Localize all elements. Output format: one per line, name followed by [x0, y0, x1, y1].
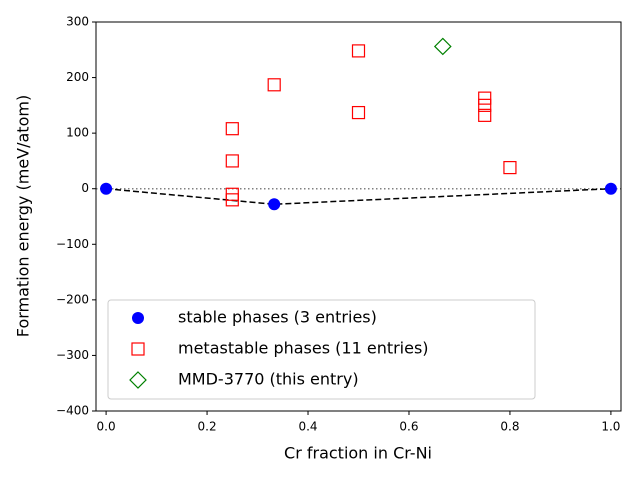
data-point: [604, 182, 617, 195]
data-point: [100, 182, 113, 195]
x-axis-label: Cr fraction in Cr-Ni: [284, 444, 432, 463]
data-point: [478, 108, 492, 122]
legend-label: MMD-3770 (this entry): [178, 370, 359, 389]
y-tick-label: 0: [81, 181, 89, 195]
y-tick-label: 200: [66, 70, 89, 84]
data-point: [351, 105, 366, 120]
data-point: [478, 91, 492, 105]
y-tick-label: −200: [56, 292, 89, 306]
x-tick-label: 0.4: [298, 420, 317, 434]
y-tick-label: −400: [56, 404, 89, 418]
y-tick-label: −100: [56, 237, 89, 251]
data-point: [225, 154, 239, 168]
y-tick-label: −300: [56, 348, 89, 362]
data-point: [225, 122, 239, 136]
x-tick-label: 0.8: [500, 420, 519, 434]
legend-label: metastable phases (11 entries): [178, 339, 429, 358]
data-point: [225, 193, 239, 207]
legend-box: [107, 299, 536, 400]
x-tick-label: 0.2: [198, 420, 217, 434]
data-point: [433, 37, 452, 56]
y-tick-label: 300: [66, 15, 89, 29]
legend-marker: [132, 312, 144, 324]
legend-marker: [129, 371, 147, 389]
legend: stable phases (3 entries) metastable phas…: [107, 299, 536, 400]
legend-label: stable phases (3 entries): [178, 308, 377, 327]
x-tick-label: 0.6: [399, 420, 418, 434]
y-tick-label: 100: [66, 126, 89, 140]
x-tick-label: 1.0: [601, 420, 620, 434]
data-point: [267, 78, 281, 92]
data-point: [478, 98, 492, 112]
data-point: [351, 44, 366, 58]
legend-marker: [131, 342, 145, 356]
hull-line: [106, 187, 611, 206]
x-tick-label: 0.0: [97, 420, 116, 434]
y-axis-label: Formation energy (meV/atom): [14, 95, 33, 337]
data-point: [268, 198, 281, 211]
data-point: [503, 160, 517, 175]
plot-frame: [95, 21, 622, 412]
